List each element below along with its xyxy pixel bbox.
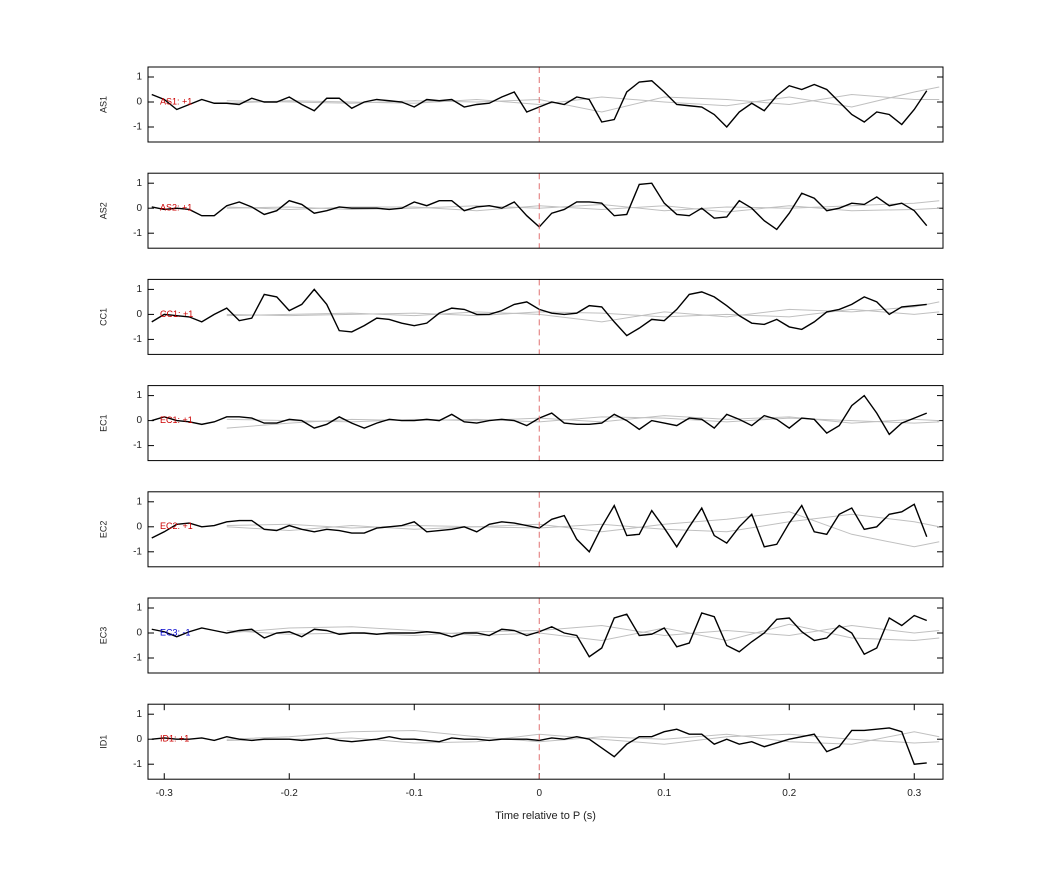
series-line xyxy=(226,93,940,113)
plot-area xyxy=(151,80,940,129)
y-axis-label: EC3 xyxy=(98,627,108,645)
y-tick-label: -1 xyxy=(133,759,142,770)
plot-area xyxy=(151,727,940,765)
series-line xyxy=(226,205,940,213)
y-axis-label: EC2 xyxy=(98,521,108,539)
y-axis-label: AS2 xyxy=(98,202,108,219)
panel: -1 0 1 CC1 CC1: +1 xyxy=(98,278,944,355)
x-tick-label: -0.3 xyxy=(156,788,174,799)
y-tick-label: 1 xyxy=(136,709,142,720)
axes-box xyxy=(147,703,944,780)
y-tick-label: 1 xyxy=(136,496,142,507)
y-tick-label: 1 xyxy=(136,603,142,614)
y-tick-label: 1 xyxy=(136,72,142,83)
x-tick-label: 0.2 xyxy=(782,788,796,799)
y-axis-label: ID1 xyxy=(98,735,108,749)
x-tick-label: -0.2 xyxy=(281,788,299,799)
axes-box xyxy=(147,597,944,674)
y-axis-label: AS1 xyxy=(98,96,108,113)
y-axis-label: EC1 xyxy=(98,414,108,432)
axes-box xyxy=(147,385,944,462)
series-line xyxy=(226,623,940,642)
y-tick-label: 1 xyxy=(136,284,142,295)
y-tick-label: 0 xyxy=(136,309,142,320)
y-tick-label: 1 xyxy=(136,178,142,189)
annotation: EC1: +1 xyxy=(160,415,193,425)
plot-area xyxy=(151,503,940,553)
series-line xyxy=(226,729,940,745)
y-tick-label: -1 xyxy=(133,334,142,345)
y-tick-label: 0 xyxy=(136,97,142,108)
y-tick-label: 0 xyxy=(136,628,142,639)
annotation: CC1: +1 xyxy=(160,309,193,319)
y-axis-label: CC1 xyxy=(98,308,108,326)
panel: -1 0 1 EC2 EC2: +1 xyxy=(98,491,944,568)
plot-area xyxy=(151,612,940,658)
series-line xyxy=(151,727,927,765)
x-tick-label: -0.1 xyxy=(406,788,424,799)
x-tick-label: 0 xyxy=(536,788,542,799)
y-tick-label: -1 xyxy=(133,546,142,557)
y-tick-label: 1 xyxy=(136,390,142,401)
y-tick-label: -1 xyxy=(133,653,142,664)
series-line xyxy=(226,200,940,212)
panel: -1 0 1 AS2 AS2: +1 xyxy=(98,172,944,249)
plot-area xyxy=(151,394,940,436)
plot-area xyxy=(151,182,940,231)
y-tick-label: -1 xyxy=(133,228,142,239)
panel: -1 0 1 -0.3 -0.2 -0.1 0 0.1 0.2 0.3 Time relative … xyxy=(98,703,944,822)
axes-box xyxy=(147,491,944,568)
series-line xyxy=(226,308,940,318)
y-tick-label: 0 xyxy=(136,203,142,214)
annotation: ID1: +1 xyxy=(160,734,189,744)
plot-area xyxy=(151,288,940,337)
y-tick-label: -1 xyxy=(133,122,142,133)
x-tick-label: 0.3 xyxy=(907,788,921,799)
series-line xyxy=(226,86,940,108)
axes-box xyxy=(147,172,944,249)
y-tick-label: 0 xyxy=(136,415,142,426)
y-tick-label: 0 xyxy=(136,734,142,745)
series-line xyxy=(226,416,940,429)
annotation: AS1: +1 xyxy=(160,96,192,106)
annotation: EC2: +1 xyxy=(160,521,193,531)
annotation: EC3: -1 xyxy=(160,627,191,637)
axes-box xyxy=(147,278,944,355)
panel: -1 0 1 EC1 EC1: +1 xyxy=(98,385,944,462)
series-line xyxy=(151,503,928,553)
series-line xyxy=(226,415,940,424)
series-line xyxy=(226,301,940,323)
y-tick-label: -1 xyxy=(133,440,142,451)
panel: -1 0 1 EC3 EC3: -1 xyxy=(98,597,944,674)
axes-box xyxy=(147,66,944,143)
x-axis-label: Time relative to P (s) xyxy=(495,810,596,822)
series-line xyxy=(226,733,940,745)
annotation: AS2: +1 xyxy=(160,203,192,213)
series-line xyxy=(226,511,940,548)
series-line xyxy=(226,513,940,533)
y-tick-label: 0 xyxy=(136,521,142,532)
x-tick-label: 0.1 xyxy=(657,788,671,799)
panel: -1 0 1 AS1 AS1: +1 xyxy=(98,66,944,143)
